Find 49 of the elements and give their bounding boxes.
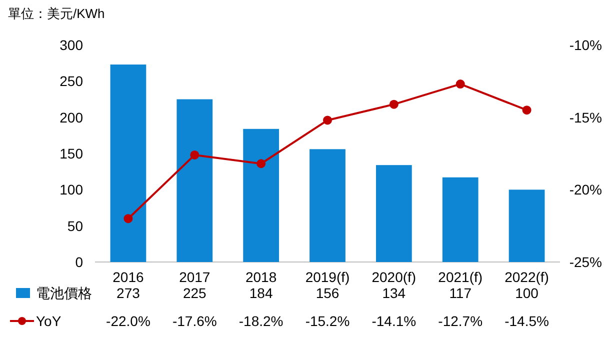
- point: [323, 116, 332, 125]
- legend-label: YoY: [36, 313, 62, 329]
- bar: [176, 99, 213, 262]
- data-label: 184: [249, 285, 273, 301]
- y2-tick-label: -25%: [569, 254, 602, 270]
- data-label: -22.0%: [106, 313, 150, 329]
- data-label: 156: [316, 285, 340, 301]
- bar: [442, 177, 478, 262]
- text: 單位：美元/KWh: [8, 6, 105, 21]
- x-tick-label: 2016: [112, 269, 144, 285]
- x-tick-label: 2022(f): [504, 269, 549, 285]
- data-label: 117: [449, 285, 472, 301]
- data-label: 273: [116, 285, 140, 301]
- data-label: 100: [515, 285, 539, 301]
- point: [124, 214, 133, 224]
- bar: [508, 190, 545, 262]
- bar: [243, 128, 280, 262]
- y-tick-label: 100: [60, 182, 84, 198]
- x-tick-label: 2019(f): [305, 269, 350, 285]
- bar: [310, 149, 346, 262]
- data-label: -18.2%: [238, 313, 284, 329]
- data-label: -15.2%: [305, 313, 350, 329]
- point: [522, 106, 532, 115]
- x-tick-label: 2018: [245, 269, 277, 285]
- point: [190, 150, 200, 160]
- y-tick-label: 0: [75, 254, 84, 270]
- data-label: -12.7%: [438, 313, 483, 329]
- data-label: 225: [182, 285, 207, 301]
- y-tick-label: 200: [60, 109, 84, 126]
- point: [256, 159, 266, 168]
- y-tick-label: 50: [67, 218, 84, 234]
- legend-label: 電池價格: [36, 285, 92, 301]
- y-tick-label: 150: [60, 146, 84, 162]
- point: [456, 80, 465, 89]
- y2-tick-label: -10%: [569, 37, 602, 53]
- bar: [376, 165, 412, 262]
- y2-tick-label: -15%: [569, 109, 602, 126]
- data-label: -14.1%: [372, 313, 416, 329]
- y2-tick-label: -20%: [569, 182, 602, 198]
- data-label: 134: [382, 285, 406, 301]
- y-tick-label: 250: [60, 73, 84, 90]
- x-tick-label: 2020(f): [372, 269, 416, 285]
- data-label: -14.5%: [504, 313, 549, 329]
- x-tick-label: 2021(f): [438, 269, 483, 285]
- data-label: -17.6%: [172, 313, 217, 329]
- point: [389, 100, 398, 109]
- x-tick-label: 2017: [179, 269, 210, 285]
- y-tick-label: 300: [60, 37, 84, 53]
- bar: [110, 64, 146, 262]
